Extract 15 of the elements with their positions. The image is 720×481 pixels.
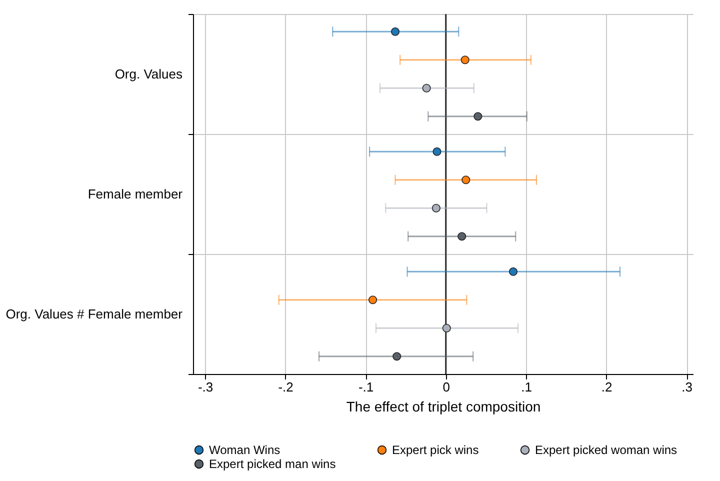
y-tick-label: Female member bbox=[88, 186, 184, 202]
legend-label: Woman Wins bbox=[209, 443, 280, 457]
y-tick-label: Org. Values # Female member bbox=[6, 306, 184, 322]
x-tick-label: -.3 bbox=[198, 380, 214, 394]
x-tick-label: .3 bbox=[682, 380, 692, 394]
legend-label: Expert picked woman wins bbox=[535, 443, 678, 457]
legend-label: Expert pick wins bbox=[392, 443, 479, 457]
x-tick-label: -.2 bbox=[278, 380, 294, 394]
x-tick-label: 0 bbox=[442, 380, 450, 394]
legend-label: Expert picked man wins bbox=[209, 457, 336, 471]
x-axis-title: The effect of triplet composition bbox=[346, 398, 541, 414]
x-tick-label: .2 bbox=[601, 380, 612, 394]
y-tick-label: Org. Values bbox=[114, 66, 183, 82]
x-tick-label: -.1 bbox=[358, 380, 374, 394]
x-tick-label: .1 bbox=[521, 380, 532, 394]
